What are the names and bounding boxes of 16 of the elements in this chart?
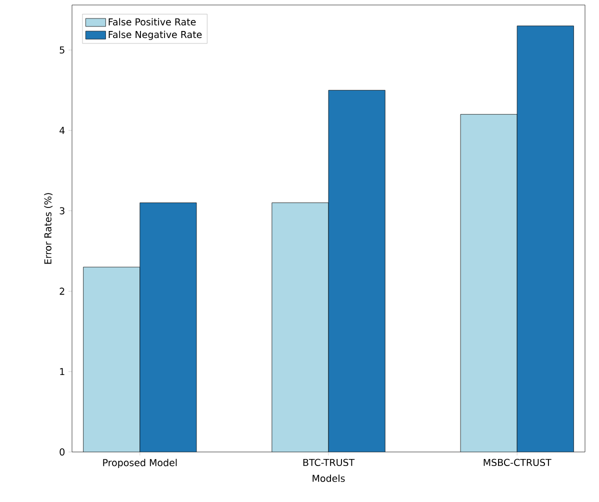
- x-tick-label: Proposed Model: [103, 458, 177, 468]
- y-axis-title: Error Rates (%): [44, 193, 53, 264]
- y-tick-label: 3: [60, 207, 64, 214]
- bar: [83, 266, 140, 452]
- x-tick-label: BTC-TRUST: [303, 458, 355, 466]
- y-tick-label: 5: [60, 46, 64, 54]
- y-tick-label: 0: [60, 448, 65, 456]
- x-axis-title: Models: [312, 474, 345, 482]
- y-tick-label: 2: [60, 288, 64, 295]
- bar: [460, 114, 518, 452]
- legend-label: False Positive Rate: [108, 18, 196, 26]
- bar: [272, 202, 329, 452]
- y-tick-label: 1: [60, 368, 64, 376]
- x-tick-label: MSBC-CTRUST: [484, 458, 552, 466]
- legend-label: False Negative Rate: [108, 30, 202, 40]
- y-tick-label: 4: [60, 126, 65, 134]
